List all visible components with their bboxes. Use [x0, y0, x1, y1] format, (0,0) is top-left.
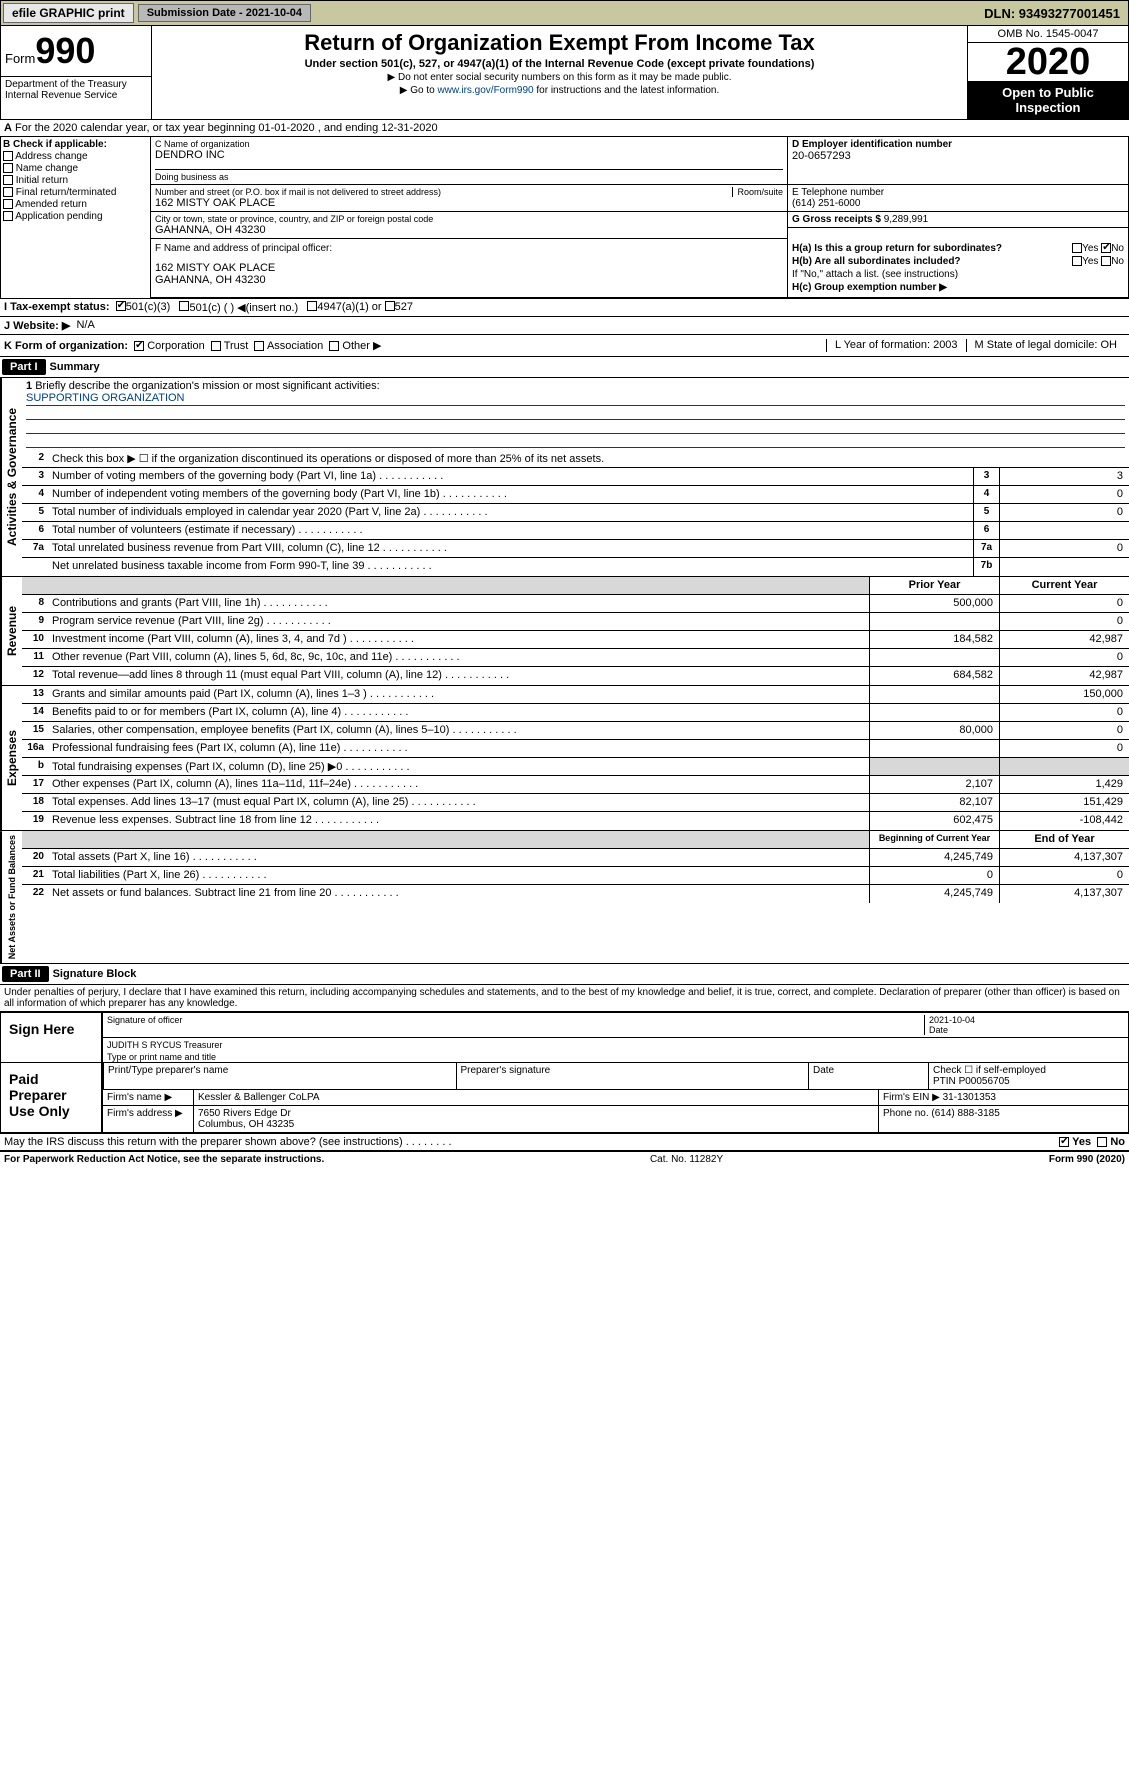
section-a: B Check if applicable: Address change Na…	[0, 137, 1129, 299]
form-title: Return of Organization Exempt From Incom…	[156, 30, 963, 56]
city-state-zip: GAHANNA, OH 43230	[155, 224, 783, 236]
discuss-row: May the IRS discuss this return with the…	[0, 1134, 1129, 1151]
side-expenses: Expenses	[0, 686, 22, 830]
efile-button[interactable]: efile GRAPHIC print	[3, 3, 134, 23]
form-subtitle: Under section 501(c), 527, or 4947(a)(1)…	[156, 58, 963, 70]
perjury-statement: Under penalties of perjury, I declare th…	[0, 985, 1129, 1011]
note-link: ▶ Go to www.irs.gov/Form990 for instruct…	[156, 85, 963, 96]
side-revenue: Revenue	[0, 577, 22, 685]
period-line: A For the 2020 calendar year, or tax yea…	[0, 120, 1129, 137]
note-ssn: ▶ Do not enter social security numbers o…	[156, 72, 963, 83]
officer-name: JUDITH S RYCUS Treasurer	[107, 1040, 222, 1050]
top-bar: efile GRAPHIC print Submission Date - 20…	[0, 0, 1129, 26]
row-j: J Website: ▶ N/A	[0, 317, 1129, 335]
dln-label: DLN: 93493277001451	[984, 6, 1126, 21]
gross-receipts: 9,289,991	[884, 214, 929, 225]
firm-name: Kessler & Ballenger CoLPA	[193, 1090, 878, 1105]
row-k: K Form of organization: Corporation Trus…	[0, 335, 1129, 357]
page-footer: For Paperwork Reduction Act Notice, see …	[0, 1151, 1129, 1167]
part1-header: Part ISummary	[0, 357, 1129, 378]
side-governance: Activities & Governance	[0, 378, 22, 576]
submission-date: Submission Date - 2021-10-04	[138, 4, 311, 22]
row-i: I Tax-exempt status: 501(c)(3) 501(c) ( …	[0, 299, 1129, 317]
street-address: 162 MISTY OAK PLACE	[155, 197, 783, 209]
dept-label: Department of the Treasury Internal Reve…	[1, 76, 151, 103]
tax-year: 2020	[968, 43, 1128, 81]
form-header: Form990 Department of the Treasury Inter…	[0, 26, 1129, 120]
form-number: Form990	[1, 26, 151, 76]
mission-text: SUPPORTING ORGANIZATION	[26, 392, 1125, 406]
box-b: B Check if applicable: Address change Na…	[1, 137, 151, 298]
side-net: Net Assets or Fund Balances	[0, 831, 22, 963]
paid-preparer-label: Paid Preparer Use Only	[1, 1063, 101, 1132]
part2-header: Part IISignature Block	[0, 964, 1129, 985]
sign-here-label: Sign Here	[1, 1013, 101, 1062]
phone-value: (614) 251-6000	[792, 198, 860, 209]
org-name: DENDRO INC	[155, 149, 783, 161]
irs-link[interactable]: www.irs.gov/Form990	[437, 85, 533, 96]
open-public: Open to Public Inspection	[968, 81, 1128, 119]
ein-value: 20-0657293	[792, 150, 1124, 162]
